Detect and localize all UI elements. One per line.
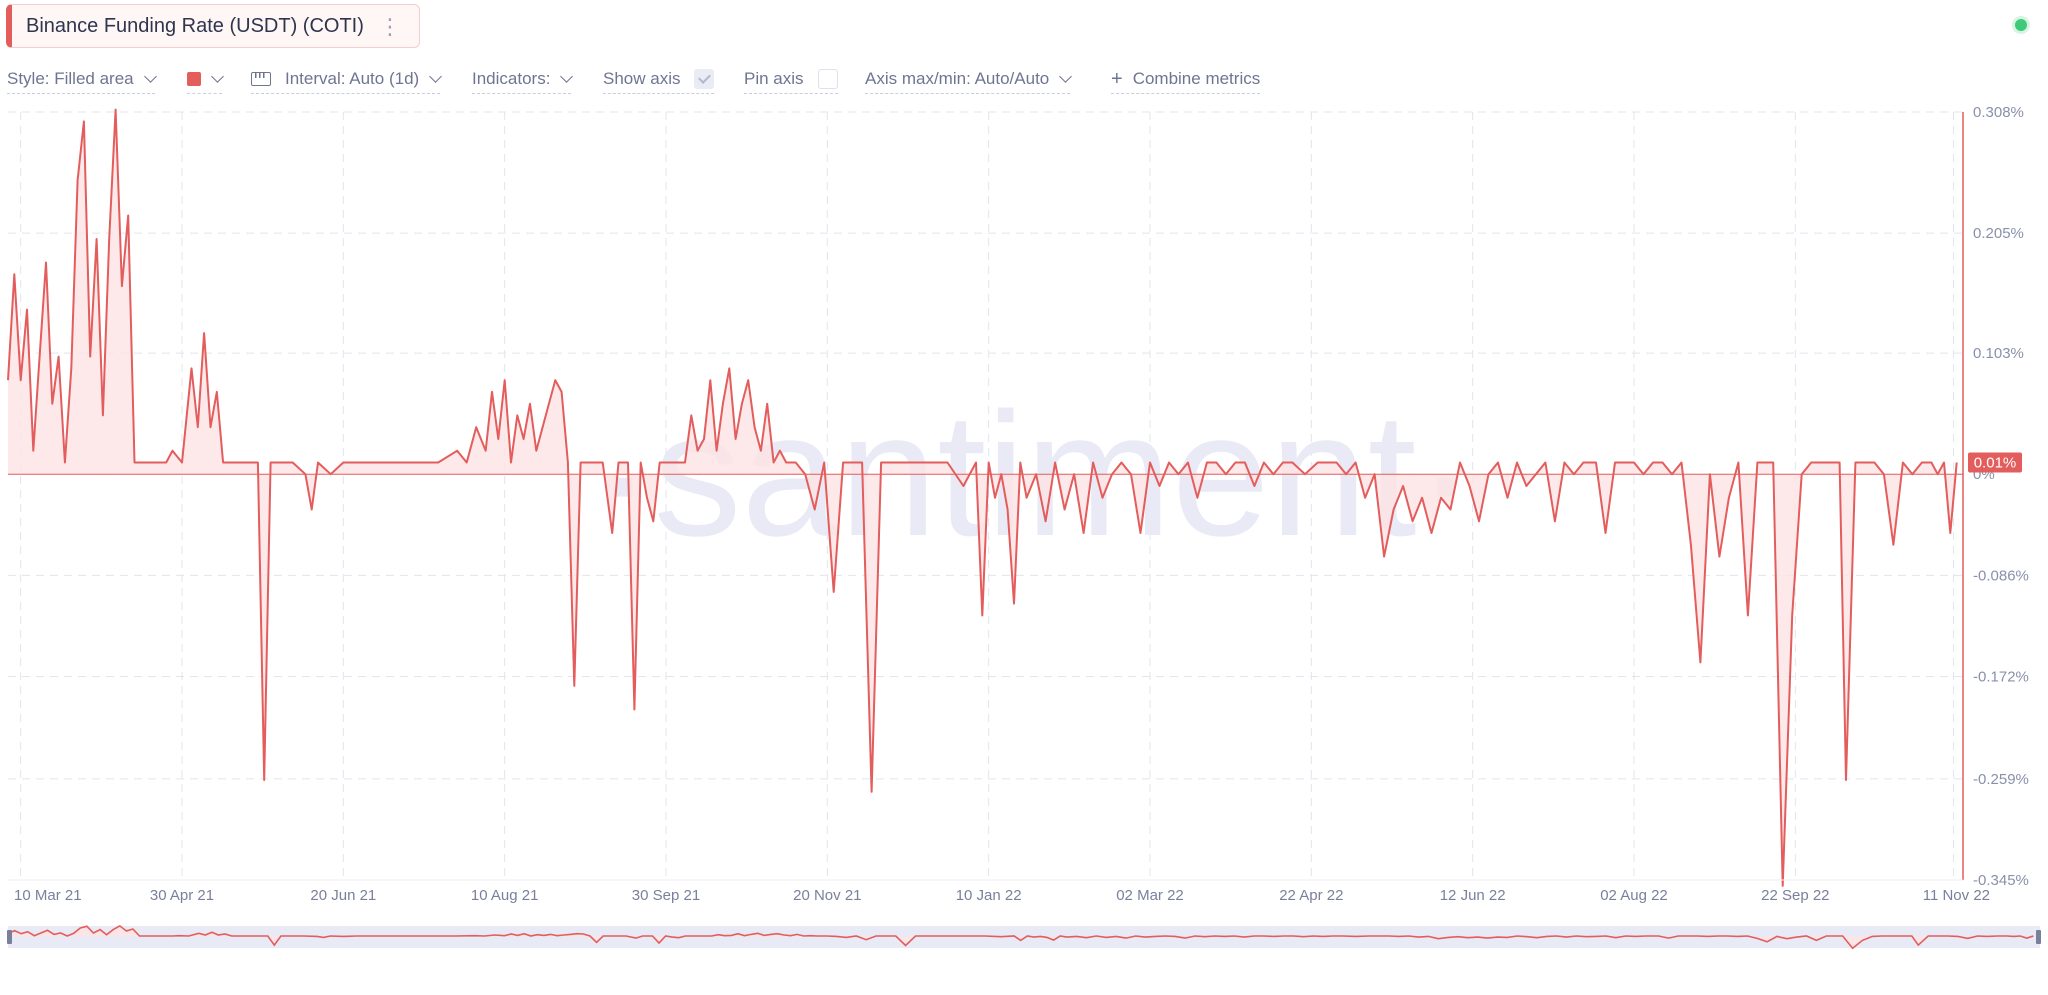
funding-rate-line (7, 108, 1958, 887)
y-tick-label: 0.205% (1973, 225, 2024, 242)
x-tick-label: 30 Apr 21 (150, 887, 214, 904)
ruler-icon (251, 72, 271, 86)
axis-minmax-label: Axis max/min: Auto/Auto (865, 69, 1050, 88)
live-status-icon (2015, 19, 2027, 31)
x-tick-label: 10 Jan 22 (956, 887, 1022, 904)
navigator-area (8, 925, 2034, 949)
interval-label: Interval: Auto (1d) (285, 69, 420, 88)
navigator-left-handle[interactable] (7, 930, 12, 944)
pin-axis-label: Pin axis (744, 69, 804, 88)
show-axis-toggle[interactable]: Show axis (603, 64, 715, 94)
y-axis: 0.308%0.205%0.103%0%-0.086%-0.172%-0.259… (1962, 104, 2029, 889)
last-value-badge-text: 0.01% (1974, 454, 2017, 471)
pin-axis-checkbox[interactable] (817, 69, 838, 89)
metric-chip[interactable]: Binance Funding Rate (USDT) (COTI) ⋮ (6, 4, 420, 48)
last-value-badge-bg (1968, 452, 2022, 473)
navigator-line (7, 924, 2034, 950)
show-axis-checkbox[interactable] (694, 69, 715, 89)
indicators-dropdown[interactable]: Indicators: (472, 64, 574, 94)
chart-toolbar: Style: Filled area Interval: Auto (1d) I… (7, 64, 1307, 94)
plus-icon: + (1111, 67, 1123, 90)
x-tick-label: 20 Jun 21 (310, 887, 376, 904)
color-picker[interactable] (187, 64, 224, 94)
y-tick-label: -0.172% (1973, 669, 2029, 686)
x-tick-label: 02 Aug 22 (1600, 887, 1668, 904)
style-label: Style: Filled area (7, 69, 134, 88)
x-tick-label: 12 Jun 22 (1440, 887, 1506, 904)
color-swatch-icon (187, 72, 201, 86)
navigator-right-handle[interactable] (2036, 930, 2041, 944)
pin-axis-toggle[interactable]: Pin axis (744, 64, 838, 94)
combine-metrics-button[interactable]: + Combine metrics (1111, 64, 1261, 94)
funding-rate-area (8, 109, 1957, 886)
more-vertical-icon[interactable]: ⋮ (379, 14, 401, 39)
combine-metrics-label: Combine metrics (1132, 69, 1261, 88)
x-tick-label: 10 Aug 21 (471, 887, 539, 904)
indicators-label: Indicators: (472, 69, 551, 88)
x-tick-label: 10 Mar 21 (14, 887, 82, 904)
x-axis: 10 Mar 21 30 Apr 21 20 Jun 21 10 Aug 21 30 S… (8, 879, 1990, 904)
show-axis-label: Show axis (603, 69, 681, 88)
x-tick-label: 22 Apr 22 (1279, 887, 1343, 904)
x-tick-label: 20 Nov 21 (793, 887, 861, 904)
range-navigator[interactable] (7, 924, 2041, 950)
y-tick-label: -0.345% (1973, 872, 2029, 889)
y-tick-label: -0.259% (1973, 771, 2029, 788)
axis-minmax-dropdown[interactable]: Axis max/min: Auto/Auto (865, 64, 1073, 94)
chart-grid (8, 111, 1963, 881)
y-tick-label: -0.086% (1973, 567, 2029, 584)
x-tick-label: 02 Mar 22 (1116, 887, 1184, 904)
last-value-badge: 0.01% (1968, 452, 2022, 473)
x-tick-label: 11 Nov 22 (1923, 887, 1990, 904)
y-tick-label: 0.308% (1973, 104, 2024, 121)
y-tick-label: 0.103% (1973, 345, 2024, 362)
x-tick-label: 22 Sep 22 (1761, 887, 1829, 904)
style-dropdown[interactable]: Style: Filled area (7, 64, 157, 94)
metric-title: Binance Funding Rate (USDT) (COTI) (26, 14, 364, 37)
x-tick-label: 30 Sep 21 (632, 887, 700, 904)
interval-dropdown[interactable]: Interval: Auto (1d) (251, 64, 443, 94)
